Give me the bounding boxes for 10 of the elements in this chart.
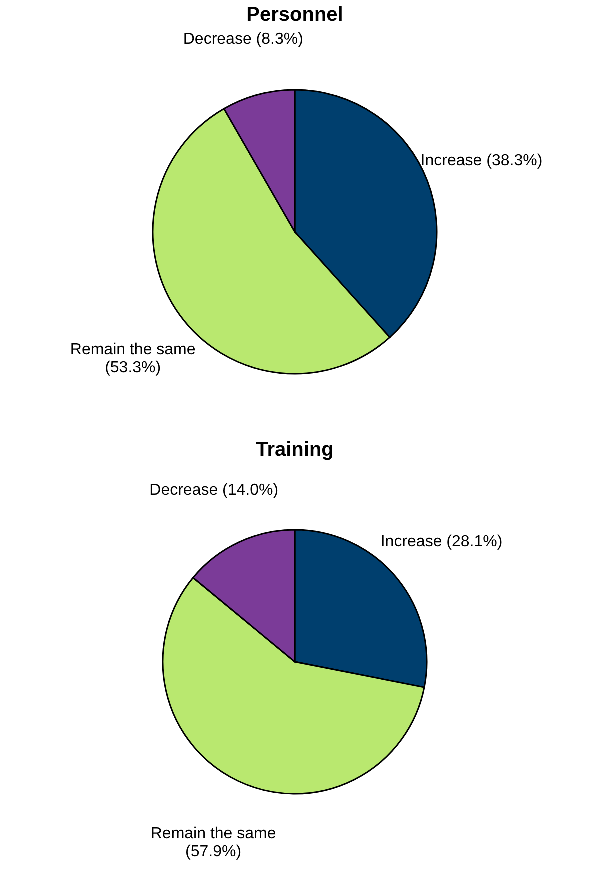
slice-label: Decrease (14.0%) bbox=[150, 482, 279, 500]
slice-label: Increase (38.3%) bbox=[420, 152, 543, 170]
slice-label: Remain the same bbox=[150, 826, 276, 843]
slice-label: Decrease (8.3%) bbox=[183, 30, 304, 48]
slice-label: Remain the same bbox=[70, 341, 196, 358]
data-label: (57.9%) bbox=[186, 844, 242, 861]
chart-title: Personnel bbox=[246, 4, 344, 26]
slice-label: Increase (28.1%) bbox=[380, 533, 503, 550]
data-label: (53.3%) bbox=[105, 359, 162, 376]
chart-title: Training bbox=[256, 439, 334, 461]
